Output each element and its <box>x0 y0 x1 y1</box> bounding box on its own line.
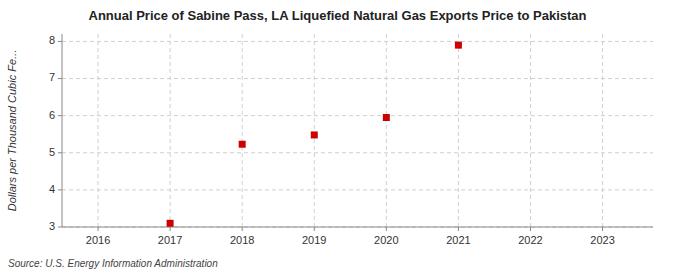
chart-svg: 3 4 5 6 7 8 2016 2017 2018 2019 2020 2021 2022 2023 Do… <box>0 0 675 275</box>
grid-line-y <box>62 115 653 116</box>
y-tick-label: 5 <box>49 146 55 158</box>
y-tick-label: 4 <box>49 183 55 195</box>
y-tick <box>58 41 62 42</box>
x-tick-label: 2020 <box>374 234 398 246</box>
grid-line-x <box>386 34 387 227</box>
y-tick-label: 6 <box>49 109 55 121</box>
y-tick <box>58 189 62 190</box>
grid-line-y <box>62 189 653 190</box>
grid-line-x <box>242 34 243 227</box>
grid-line-y <box>62 227 653 228</box>
y-tick <box>58 227 62 228</box>
x-tick <box>530 227 531 231</box>
x-tick-label: 2018 <box>230 234 254 246</box>
point <box>455 42 462 49</box>
grid-line-y <box>62 41 653 42</box>
x-tick <box>242 227 243 231</box>
x-tick-label: 2016 <box>86 234 110 246</box>
grid-line-x <box>98 34 99 227</box>
title: Annual Price of Sabine Pass, LA Liquefie… <box>89 8 587 23</box>
y-tick <box>58 78 62 79</box>
x-tick-label: 2021 <box>446 234 470 246</box>
x-tick <box>386 227 387 231</box>
points <box>167 42 462 227</box>
x-axis-line <box>62 227 653 228</box>
x-tick-label: 2023 <box>590 234 614 246</box>
x-tick-label: 2019 <box>302 234 326 246</box>
y-axis-line <box>62 34 63 227</box>
x-tick <box>602 227 603 231</box>
grid-line-x <box>314 34 315 227</box>
x-tick-label: 2017 <box>158 234 182 246</box>
y-axis: 3 4 5 6 7 8 <box>49 34 62 232</box>
grid-line-x <box>602 34 603 227</box>
y-tick-label: 7 <box>49 71 55 83</box>
x-tick <box>458 227 459 231</box>
y-axis-label: Dollars per Thousand Cubic Fe... <box>6 50 18 211</box>
x-tick-label: 2022 <box>518 234 542 246</box>
y-tick <box>58 152 62 153</box>
grid-line-x <box>170 34 171 227</box>
x-axis: 2016 2017 2018 2019 2020 2021 2022 2023 <box>86 227 615 246</box>
y-tick-label: 3 <box>49 220 55 232</box>
grid-line-x <box>530 34 531 227</box>
point <box>167 220 174 227</box>
x-tick <box>170 227 171 231</box>
grid-line-y <box>62 78 653 79</box>
source: Source: U.S. Energy Information Administ… <box>8 258 218 269</box>
x-tick <box>314 227 315 231</box>
x-tick <box>98 227 99 231</box>
grid <box>62 34 653 227</box>
y-tick <box>58 115 62 116</box>
y-tick-label: 8 <box>49 34 55 46</box>
chart-container: 3 4 5 6 7 8 2016 2017 2018 2019 2020 2021 2022 2023 Do… <box>0 0 675 275</box>
point <box>383 114 390 121</box>
point <box>239 141 246 148</box>
grid-line-x <box>458 34 459 227</box>
grid-line-y <box>62 152 653 153</box>
point <box>311 131 318 138</box>
